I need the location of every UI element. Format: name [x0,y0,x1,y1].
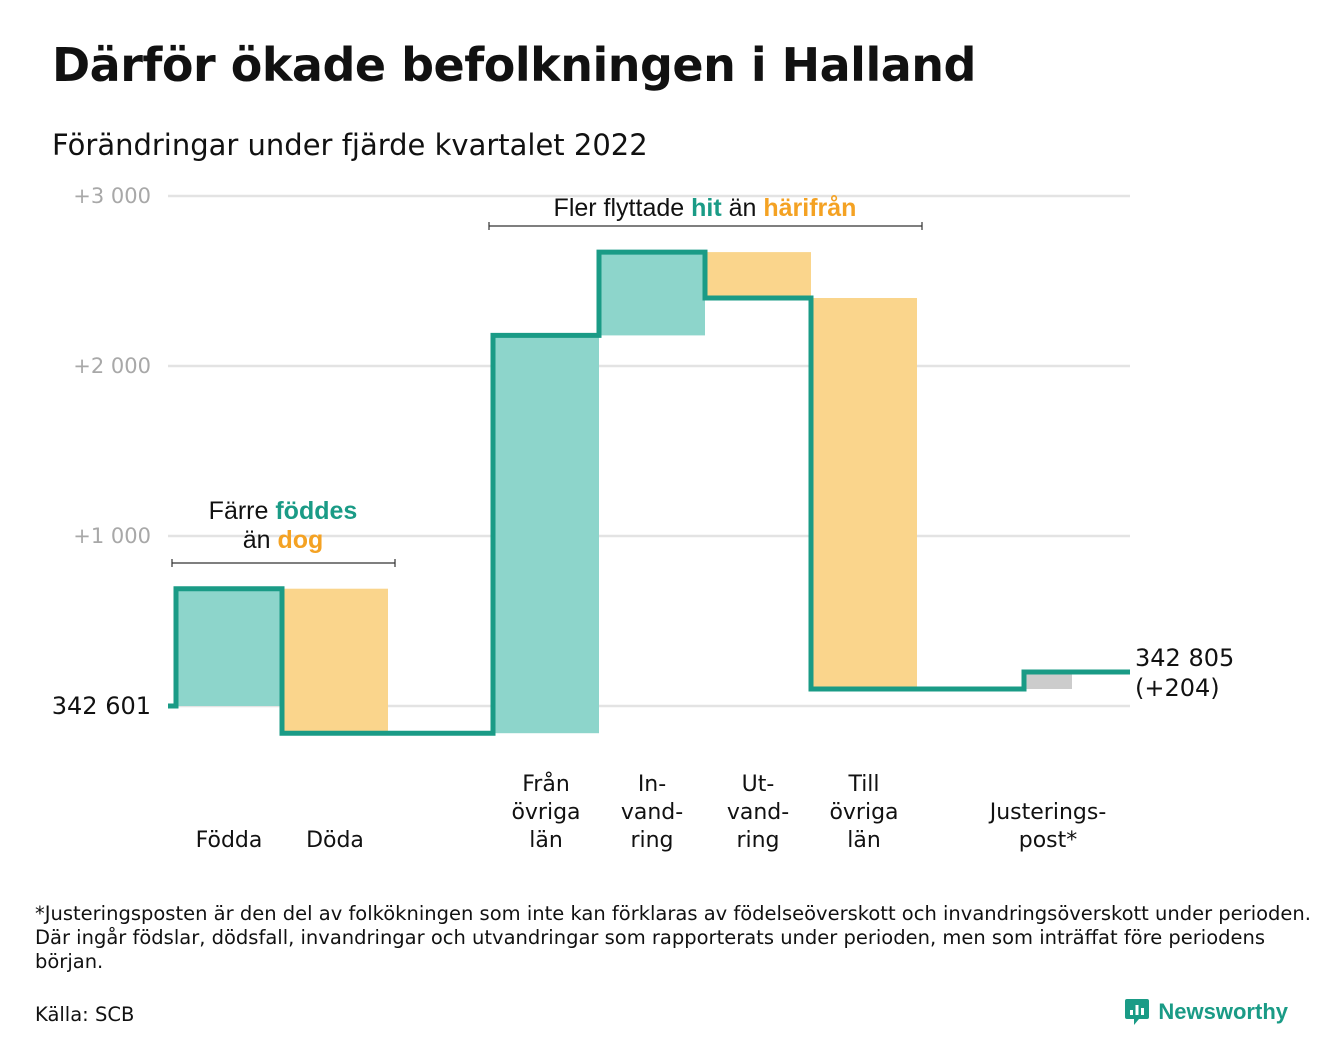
annotation-text: Fler flyttade hit än härifrån [554,194,857,222]
category-label: ring [630,828,673,853]
annotation-highlight: härifrån [763,194,856,222]
category-label: vand- [621,800,683,825]
category-label: län [847,828,881,853]
line-layer [168,249,1130,736]
annotation-run: Fler flyttade [554,194,692,222]
bar-layer [176,252,1072,734]
category-label: Från [522,771,570,797]
category-label: övriga [511,800,580,825]
category-label: övriga [829,800,898,825]
bar [282,588,388,734]
category-label: Födda [196,828,263,853]
y-tick-label: +2 000 [73,354,151,378]
annotation-text: än dog [243,526,324,554]
start-value-label: 342 601 [52,692,151,720]
chart-title: Därför ökade befolkningen i Halland [52,38,976,92]
end-value-label: 342 805 [1135,644,1234,672]
annotation-run: än [243,526,278,554]
category-label: ring [736,828,779,853]
end-change-label: (+204) [1135,674,1220,702]
y-tick-label: +1 000 [73,524,151,548]
brand-name: Newsworthy [1158,999,1288,1024]
annotation-run: än [722,194,764,222]
chart-subtitle: Förändringar under fjärde kvartalet 2022 [52,128,648,162]
annotation-highlight: föddes [275,497,357,525]
category-label: Döda [306,828,364,853]
category-label: post* [1019,828,1078,853]
bar [1024,672,1072,689]
category-label: vand- [727,800,789,825]
bar [705,252,811,298]
label-layer: 342 601 Födda Döda Från övriga län In-vand-rin… [52,644,1235,853]
bar [599,252,705,336]
bar [493,335,599,734]
source-note: Källa: SCB [35,1003,135,1026]
bar [176,588,282,706]
cumulative-step-line [168,249,1130,736]
y-tick-label: +3 000 [73,184,151,208]
waterfall-chart: +1 000 +2 000 +3 000 342 601 Födda Döda Från ö… [52,184,1235,853]
category-label: Justerings- [988,800,1107,825]
annotation-text: Färre föddes [209,497,358,525]
brand-logo: Newsworthy [1124,997,1288,1027]
footnote: *Justeringsposten är den del av folkökni… [35,902,1311,973]
annotation-highlight: hit [691,194,722,222]
bar [811,298,917,689]
category-label: län [529,828,563,853]
category-label: Till [847,772,879,797]
annotation-run: Färre [209,497,276,525]
category-label: Ut- [742,772,775,797]
newsworthy-logo-icon [1125,999,1150,1025]
annotation-highlight: dog [277,526,323,554]
category-label: In- [638,772,666,797]
